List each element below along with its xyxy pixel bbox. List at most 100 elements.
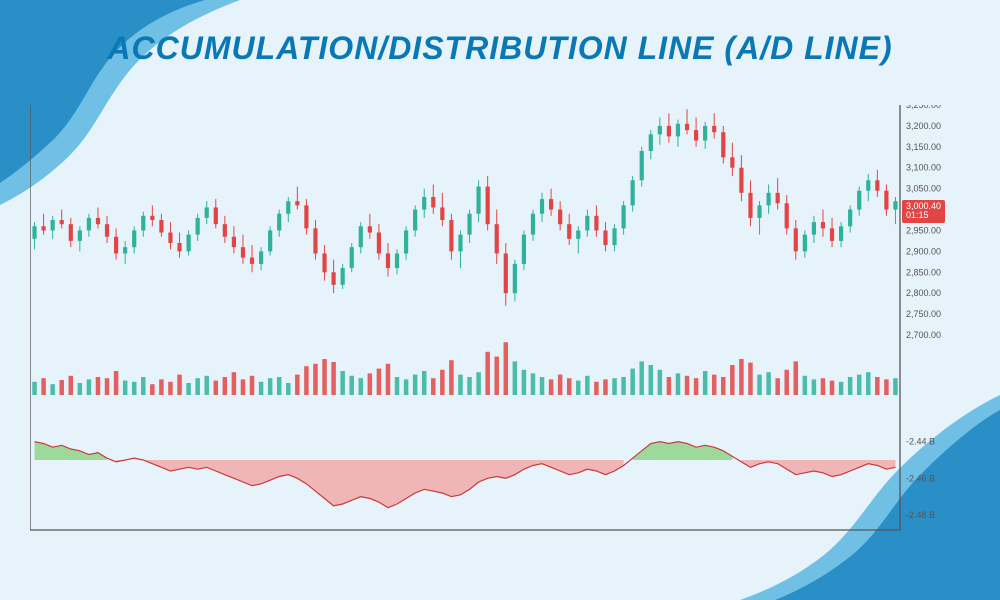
volume-bar [440,370,445,395]
volume-bar [875,377,880,395]
volume-bar [204,376,209,395]
candle-body [631,180,635,205]
volume-bar [830,381,835,395]
volume-bar [322,359,327,395]
ad-axis-label: -2.48 B [906,510,935,520]
candle-body [576,230,580,238]
candle-body [114,237,118,254]
candle-body [603,230,607,245]
volume-bar [540,377,545,395]
volume-bar [594,382,599,395]
volume-bar [866,372,871,395]
volume-bar [494,357,499,395]
candle-body [259,251,263,264]
ad-axis-label: -2.46 B [906,473,935,483]
candle-body [667,126,671,136]
candle-body [232,237,236,247]
volume-bar [893,378,898,395]
candle-body [87,218,91,231]
volume-bar [821,378,826,395]
volume-bar [250,376,255,395]
volume-bar [114,371,119,395]
volume-bar [395,377,400,395]
candle-body [549,199,553,209]
candle-body [893,201,897,209]
volume-bar [794,361,799,395]
price-badge-value: 3,000.40 [906,201,941,211]
candle-body [413,210,417,231]
candle-body [422,197,426,210]
candle-body [123,247,127,253]
volume-bar [195,378,200,395]
volume-bar [41,378,46,395]
volume-bar [150,384,155,395]
volume-bar [431,378,436,395]
candle-body [313,228,317,253]
candle-body [531,214,535,235]
y-axis-label: 3,250.00 [906,105,941,110]
candle-body [785,203,789,228]
volume-bar [141,377,146,395]
candle-body [440,207,444,220]
volume-bar [694,378,699,395]
candle-body [884,191,888,210]
candle-body [132,230,136,247]
candle-body [205,207,209,217]
volume-bar [630,369,635,395]
y-axis-label: 3,200.00 [906,121,941,131]
volume-bar [467,377,472,395]
candle-body [150,216,154,220]
candle-body [495,224,499,253]
candle-body [558,210,562,225]
candle-body [857,191,861,210]
candle-body [612,228,616,245]
candle-body [32,226,36,239]
volume-bar [331,362,336,395]
candle-body [476,187,480,214]
volume-bar [703,371,708,395]
candle-body [522,235,526,264]
volume-bar [214,381,219,395]
candle-body [177,243,181,251]
candle-body [295,201,299,205]
volume-bar [404,379,409,395]
candle-body [803,235,807,252]
volume-bar [377,369,382,395]
volume-bar [485,352,490,395]
volume-bar [359,378,364,395]
y-axis-label: 2,800.00 [906,288,941,298]
volume-bar [295,375,300,395]
volume-bar [340,371,345,395]
candle-body [168,233,172,243]
candle-body [621,205,625,228]
candle-body [214,207,218,224]
volume-bar [241,379,246,395]
volume-bar [603,379,608,395]
volume-bar [721,377,726,395]
candle-body [277,214,281,231]
candle-body [658,126,662,134]
candle-body [504,253,508,293]
volume-bar [96,377,101,395]
candle-body [776,193,780,203]
volume-bar [757,375,762,395]
candle-body [848,210,852,227]
volume-bar [232,372,237,395]
candle-body [757,205,761,218]
volume-bar [132,382,137,395]
volume-bar [32,382,37,395]
ad-fill-above [633,442,733,460]
y-axis-label: 2,850.00 [906,267,941,277]
volume-bar [159,379,164,395]
volume-bar [857,375,862,395]
candle-body [350,247,354,268]
candle-body [395,253,399,268]
volume-bar [349,376,354,395]
candle-body [341,268,345,285]
volume-bar [177,375,182,395]
y-axis-label: 3,150.00 [906,142,941,152]
volume-bar [449,360,454,395]
volume-bar [658,370,663,395]
candle-body [322,253,326,272]
candle-body [676,124,680,137]
